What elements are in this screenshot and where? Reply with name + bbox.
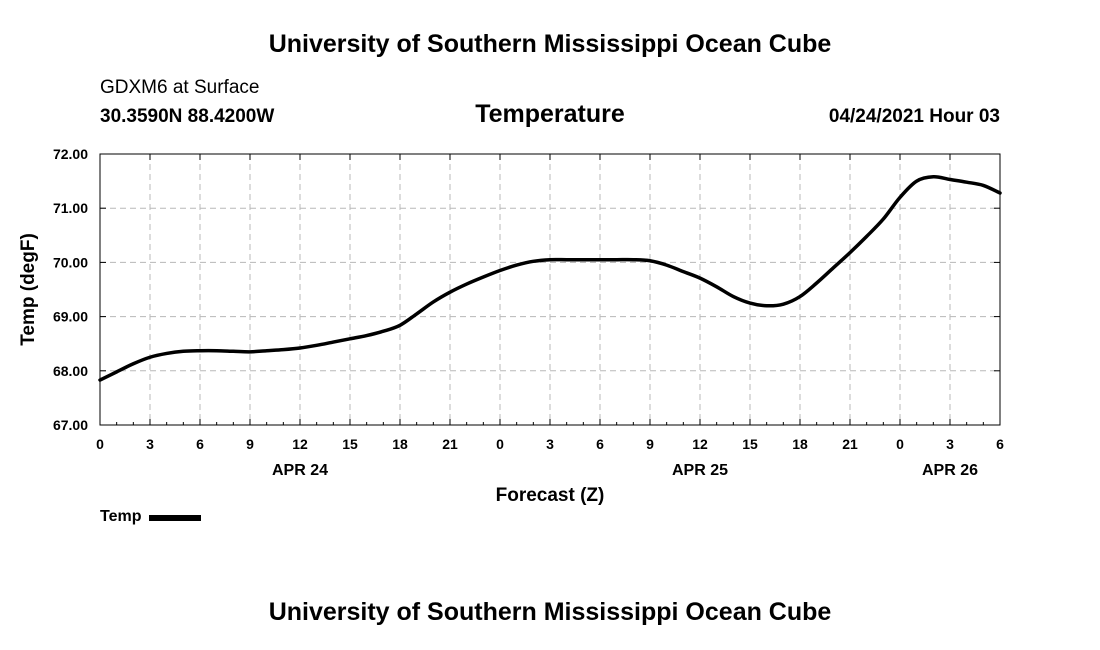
forecast-datetime: 04/24/2021 Hour 03: [828, 106, 1000, 127]
legend-label: Temp: [100, 508, 142, 525]
legend: Temp: [100, 508, 202, 526]
x-tick-label: 18: [792, 436, 808, 452]
x-tick-label: 9: [646, 436, 654, 452]
chart-title: Temperature: [475, 100, 625, 128]
x-tick-label: 6: [996, 436, 1004, 452]
day-label: APR 24: [272, 462, 328, 479]
x-tick-label: 9: [246, 436, 254, 452]
x-tick-label: 12: [692, 436, 708, 452]
x-tick-label: 3: [546, 436, 554, 452]
x-tick-label: 0: [496, 436, 504, 452]
day-label: APR 26: [922, 462, 978, 479]
y-tick-label: 69.00: [53, 309, 88, 325]
x-tick-label: 15: [342, 436, 358, 452]
y-tick-label: 72.00: [53, 146, 88, 162]
x-tick-label: 0: [96, 436, 104, 452]
plot-frame: [99, 153, 1001, 426]
x-tick-label: 0: [896, 436, 904, 452]
bottom-title: University of Southern Mississippi Ocean…: [268, 598, 832, 626]
station-coordinates: 30.3590N 88.4200W: [100, 106, 275, 127]
x-tick-label: 12: [292, 436, 308, 452]
x-tick-label: 21: [842, 436, 858, 452]
top-title: University of Southern Mississippi Ocean…: [268, 30, 832, 58]
y-tick-label: 67.00: [53, 417, 88, 433]
x-tick-label: 6: [196, 436, 204, 452]
x-tick-label: 6: [596, 436, 604, 452]
y-tick-label: 71.00: [53, 200, 88, 216]
x-tick-label: 3: [146, 436, 154, 452]
x-axis-title: Forecast (Z): [496, 485, 605, 506]
y-tick-label: 70.00: [53, 254, 88, 270]
legend-swatch-temp: [149, 515, 202, 521]
x-tick-label: 15: [742, 436, 758, 452]
y-tick-label: 68.00: [53, 363, 88, 379]
x-tick-label: 3: [946, 436, 954, 452]
y-axis-title: Temp (degF): [18, 233, 39, 346]
series-line-temp: [98, 175, 1002, 382]
station-label: GDXM6 at Surface: [100, 77, 260, 98]
x-tick-label: 18: [392, 436, 408, 452]
day-label: APR 25: [672, 462, 728, 479]
x-tick-label: 21: [442, 436, 458, 452]
